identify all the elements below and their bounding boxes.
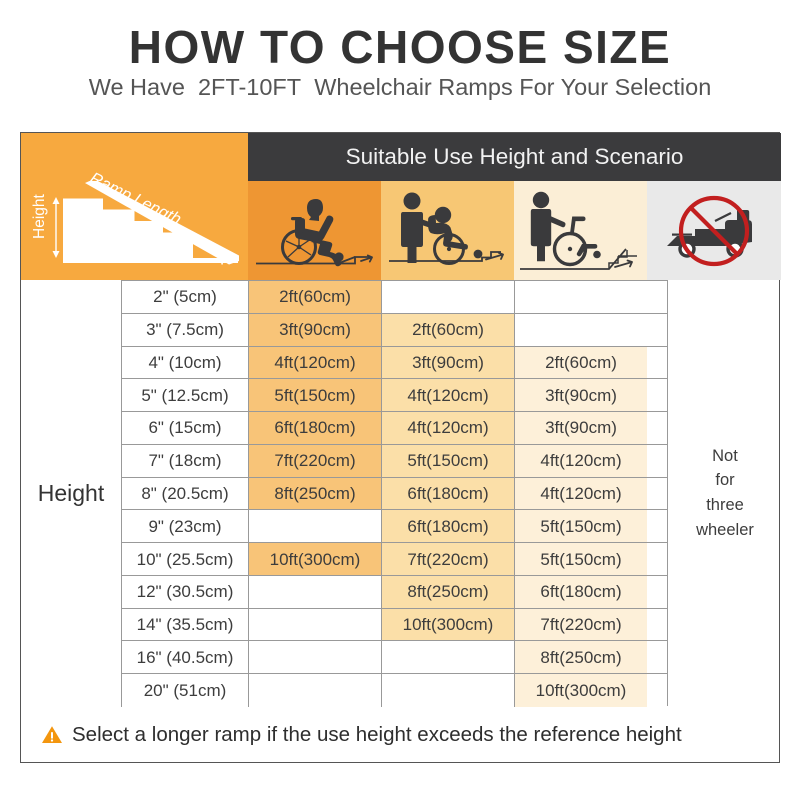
svg-text:Height: Height [31, 194, 48, 239]
